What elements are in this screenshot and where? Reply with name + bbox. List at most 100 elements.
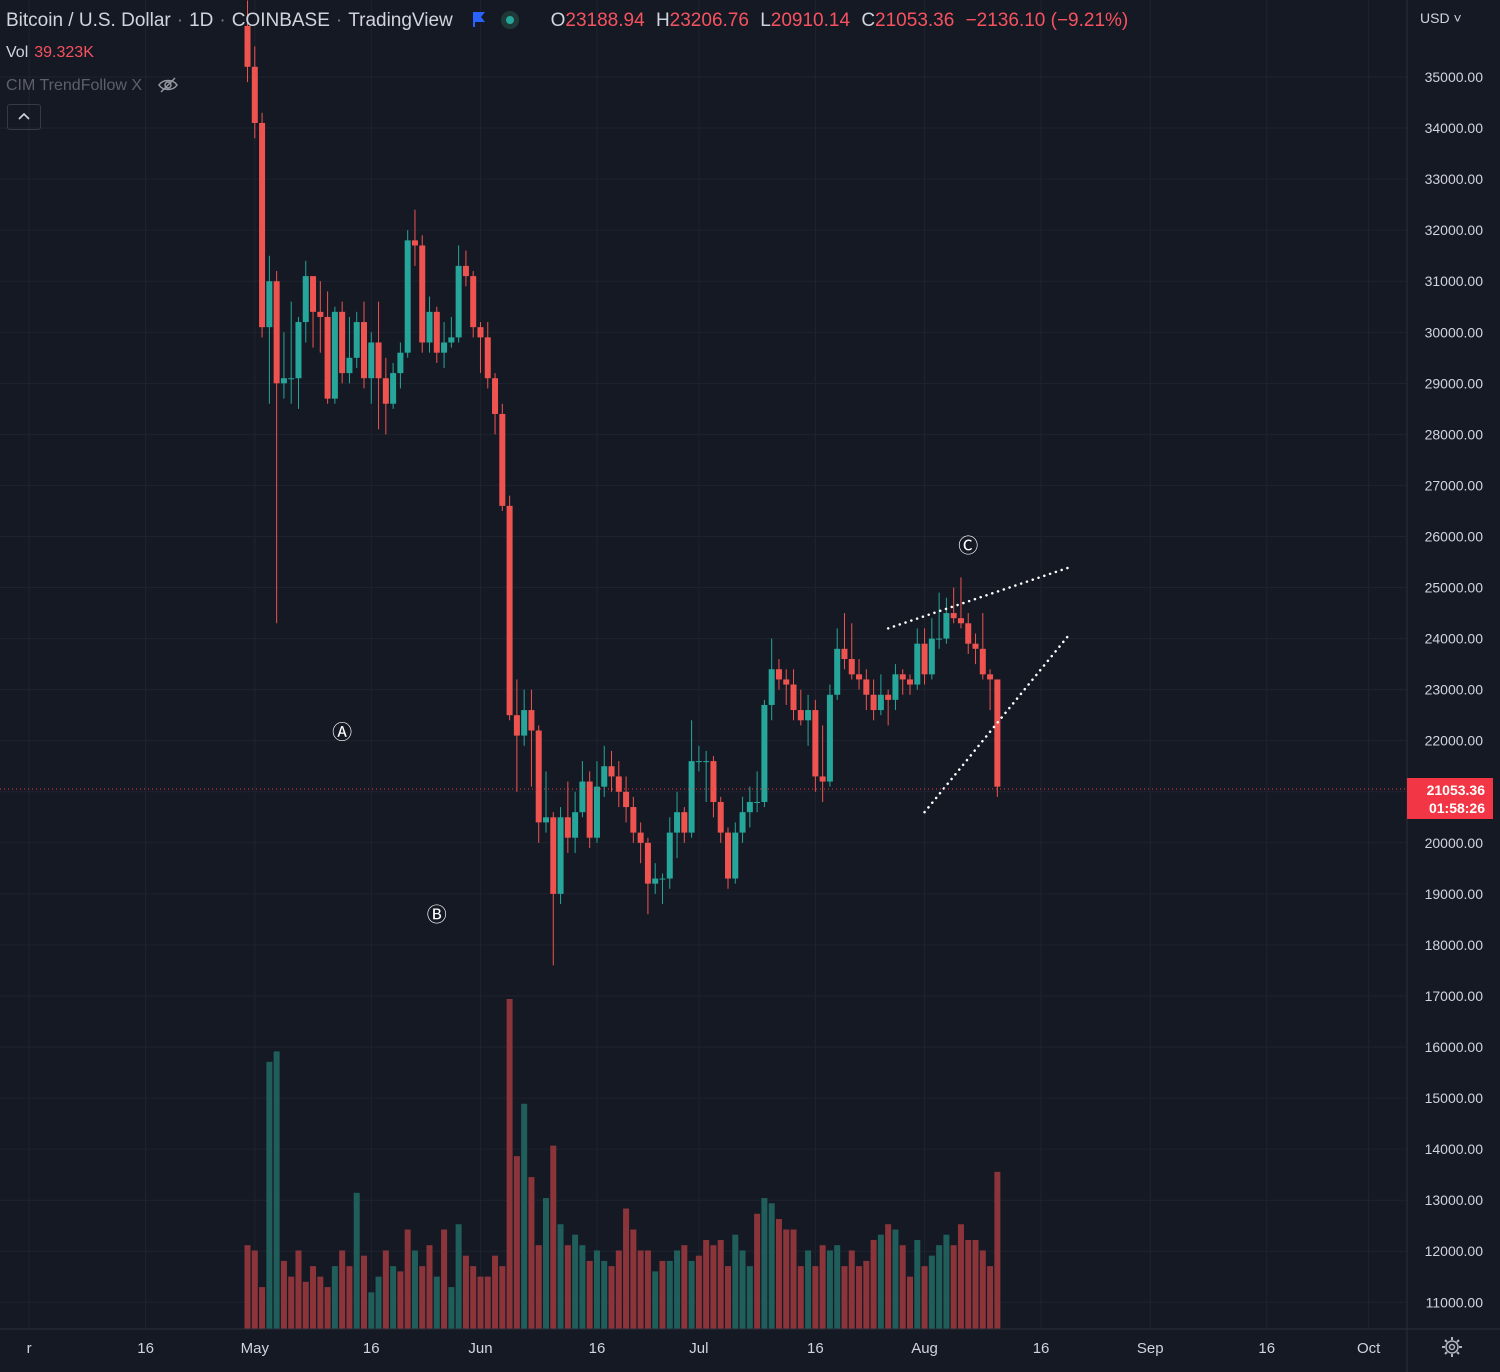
open-value: 23188.94: [565, 10, 645, 31]
candle-body: [725, 832, 731, 879]
volume-bar: [499, 1266, 506, 1329]
volume-bar: [528, 1177, 535, 1329]
interval-label[interactable]: 1D: [189, 10, 214, 31]
volume-bar: [848, 1250, 855, 1329]
candle-body: [550, 817, 557, 894]
volume-label[interactable]: Vol: [6, 44, 29, 61]
volume-bar: [987, 1266, 994, 1329]
volume-bar: [310, 1266, 317, 1329]
volume-bar: [353, 1192, 360, 1329]
price-tick-label: 33000.00: [1425, 171, 1484, 187]
volume-bar: [593, 1250, 600, 1329]
symbol-name[interactable]: Bitcoin / U.S. Dollar: [6, 10, 171, 31]
volume-bar: [717, 1239, 724, 1329]
volume-bar: [404, 1229, 411, 1329]
candle-body: [965, 623, 972, 644]
volume-legend: Vol 39.323K: [6, 44, 94, 62]
volume-bar: [441, 1229, 448, 1329]
candle-body: [615, 776, 622, 792]
candle-body: [681, 812, 688, 833]
volume-bar: [324, 1287, 331, 1329]
bar-countdown: 01:58:26: [1428, 800, 1485, 816]
candle-body: [397, 352, 404, 374]
collapse-legend-button[interactable]: [7, 104, 41, 130]
candle-body: [266, 281, 273, 328]
last-price-value: 21053.36: [1426, 782, 1485, 798]
candle-body: [382, 378, 389, 404]
volume-bar: [615, 1250, 622, 1329]
candle-body: [353, 322, 360, 358]
volume-bar: [739, 1250, 746, 1329]
price-tick-label: 27000.00: [1425, 477, 1484, 493]
candle-body: [310, 276, 317, 312]
flag-icon[interactable]: [472, 11, 486, 27]
indicator-label[interactable]: CIM TrendFollow X: [6, 77, 143, 94]
volume-bar: [644, 1250, 651, 1329]
candle-body: [601, 766, 608, 787]
symbol-legend: Bitcoin / U.S. Dollar · 1D · COINBASE · Tradin…: [6, 10, 1129, 31]
volume-bar: [288, 1276, 295, 1329]
volume-bar: [746, 1266, 753, 1329]
price-tick-label: 34000.00: [1425, 120, 1484, 136]
candle-body: [899, 674, 906, 680]
candle-body: [521, 710, 528, 736]
volume-bar: [834, 1245, 841, 1329]
volume-bar: [448, 1287, 455, 1329]
eye-off-icon[interactable]: [157, 76, 179, 94]
candle-body: [746, 801, 753, 813]
volume-bar: [259, 1287, 266, 1329]
volume-bar: [419, 1266, 426, 1329]
volume-bar: [659, 1260, 666, 1329]
candle-body: [623, 791, 630, 808]
candle-body: [936, 638, 943, 640]
candle-body: [441, 342, 448, 353]
candle-body: [411, 240, 418, 246]
price-tick-label: 28000.00: [1425, 426, 1484, 442]
wave-label: Ⓐ: [332, 720, 352, 744]
price-tick-label: 17000.00: [1425, 988, 1484, 1004]
low-value: 20910.14: [770, 10, 851, 31]
candle-body: [652, 878, 659, 884]
gear-icon[interactable]: [1441, 1336, 1463, 1358]
volume-bars: [244, 999, 1001, 1329]
price-tick-label: 12000.00: [1425, 1243, 1484, 1259]
candle-body: [433, 311, 440, 353]
time-axis: r 16 May 16 Jun 16 Jul 16 Aug 16 Sep 16 Oct: [27, 1340, 1382, 1357]
candle-body: [564, 817, 571, 838]
candle-body: [950, 613, 957, 619]
candle-body: [994, 679, 1001, 787]
candle-body: [557, 817, 564, 894]
low-key: L: [760, 10, 771, 31]
candle-body: [885, 694, 892, 700]
volume-bar: [812, 1266, 819, 1329]
volume-bar: [586, 1260, 593, 1329]
volume-bar: [426, 1245, 433, 1329]
candle-body: [928, 638, 935, 675]
candle-body: [280, 378, 287, 384]
candle-body: [877, 694, 884, 711]
currency-selector[interactable]: USD ˅: [1420, 10, 1462, 26]
candle-body: [302, 276, 309, 323]
candle-body: [346, 357, 353, 374]
candle-body: [579, 781, 586, 813]
volume-bar: [797, 1266, 804, 1329]
candle-body: [375, 342, 382, 379]
candle-body: [979, 648, 986, 675]
volume-bar: [397, 1271, 404, 1329]
candle-body: [339, 311, 346, 374]
volume-bar: [266, 1061, 273, 1329]
candle-body: [484, 337, 491, 379]
volume-bar: [921, 1266, 928, 1329]
time-tick-label: 16: [363, 1340, 380, 1357]
volume-bar: [725, 1266, 731, 1329]
candle-body: [462, 265, 469, 277]
candle-body: [703, 761, 710, 763]
volume-bar: [826, 1250, 833, 1329]
price-tick-label: 32000.00: [1425, 222, 1484, 238]
volume-bar: [928, 1255, 935, 1329]
candle-body: [717, 801, 724, 833]
volume-bar: [907, 1276, 913, 1329]
trendline: [886, 565, 1072, 630]
volume-bar: [273, 1051, 280, 1329]
